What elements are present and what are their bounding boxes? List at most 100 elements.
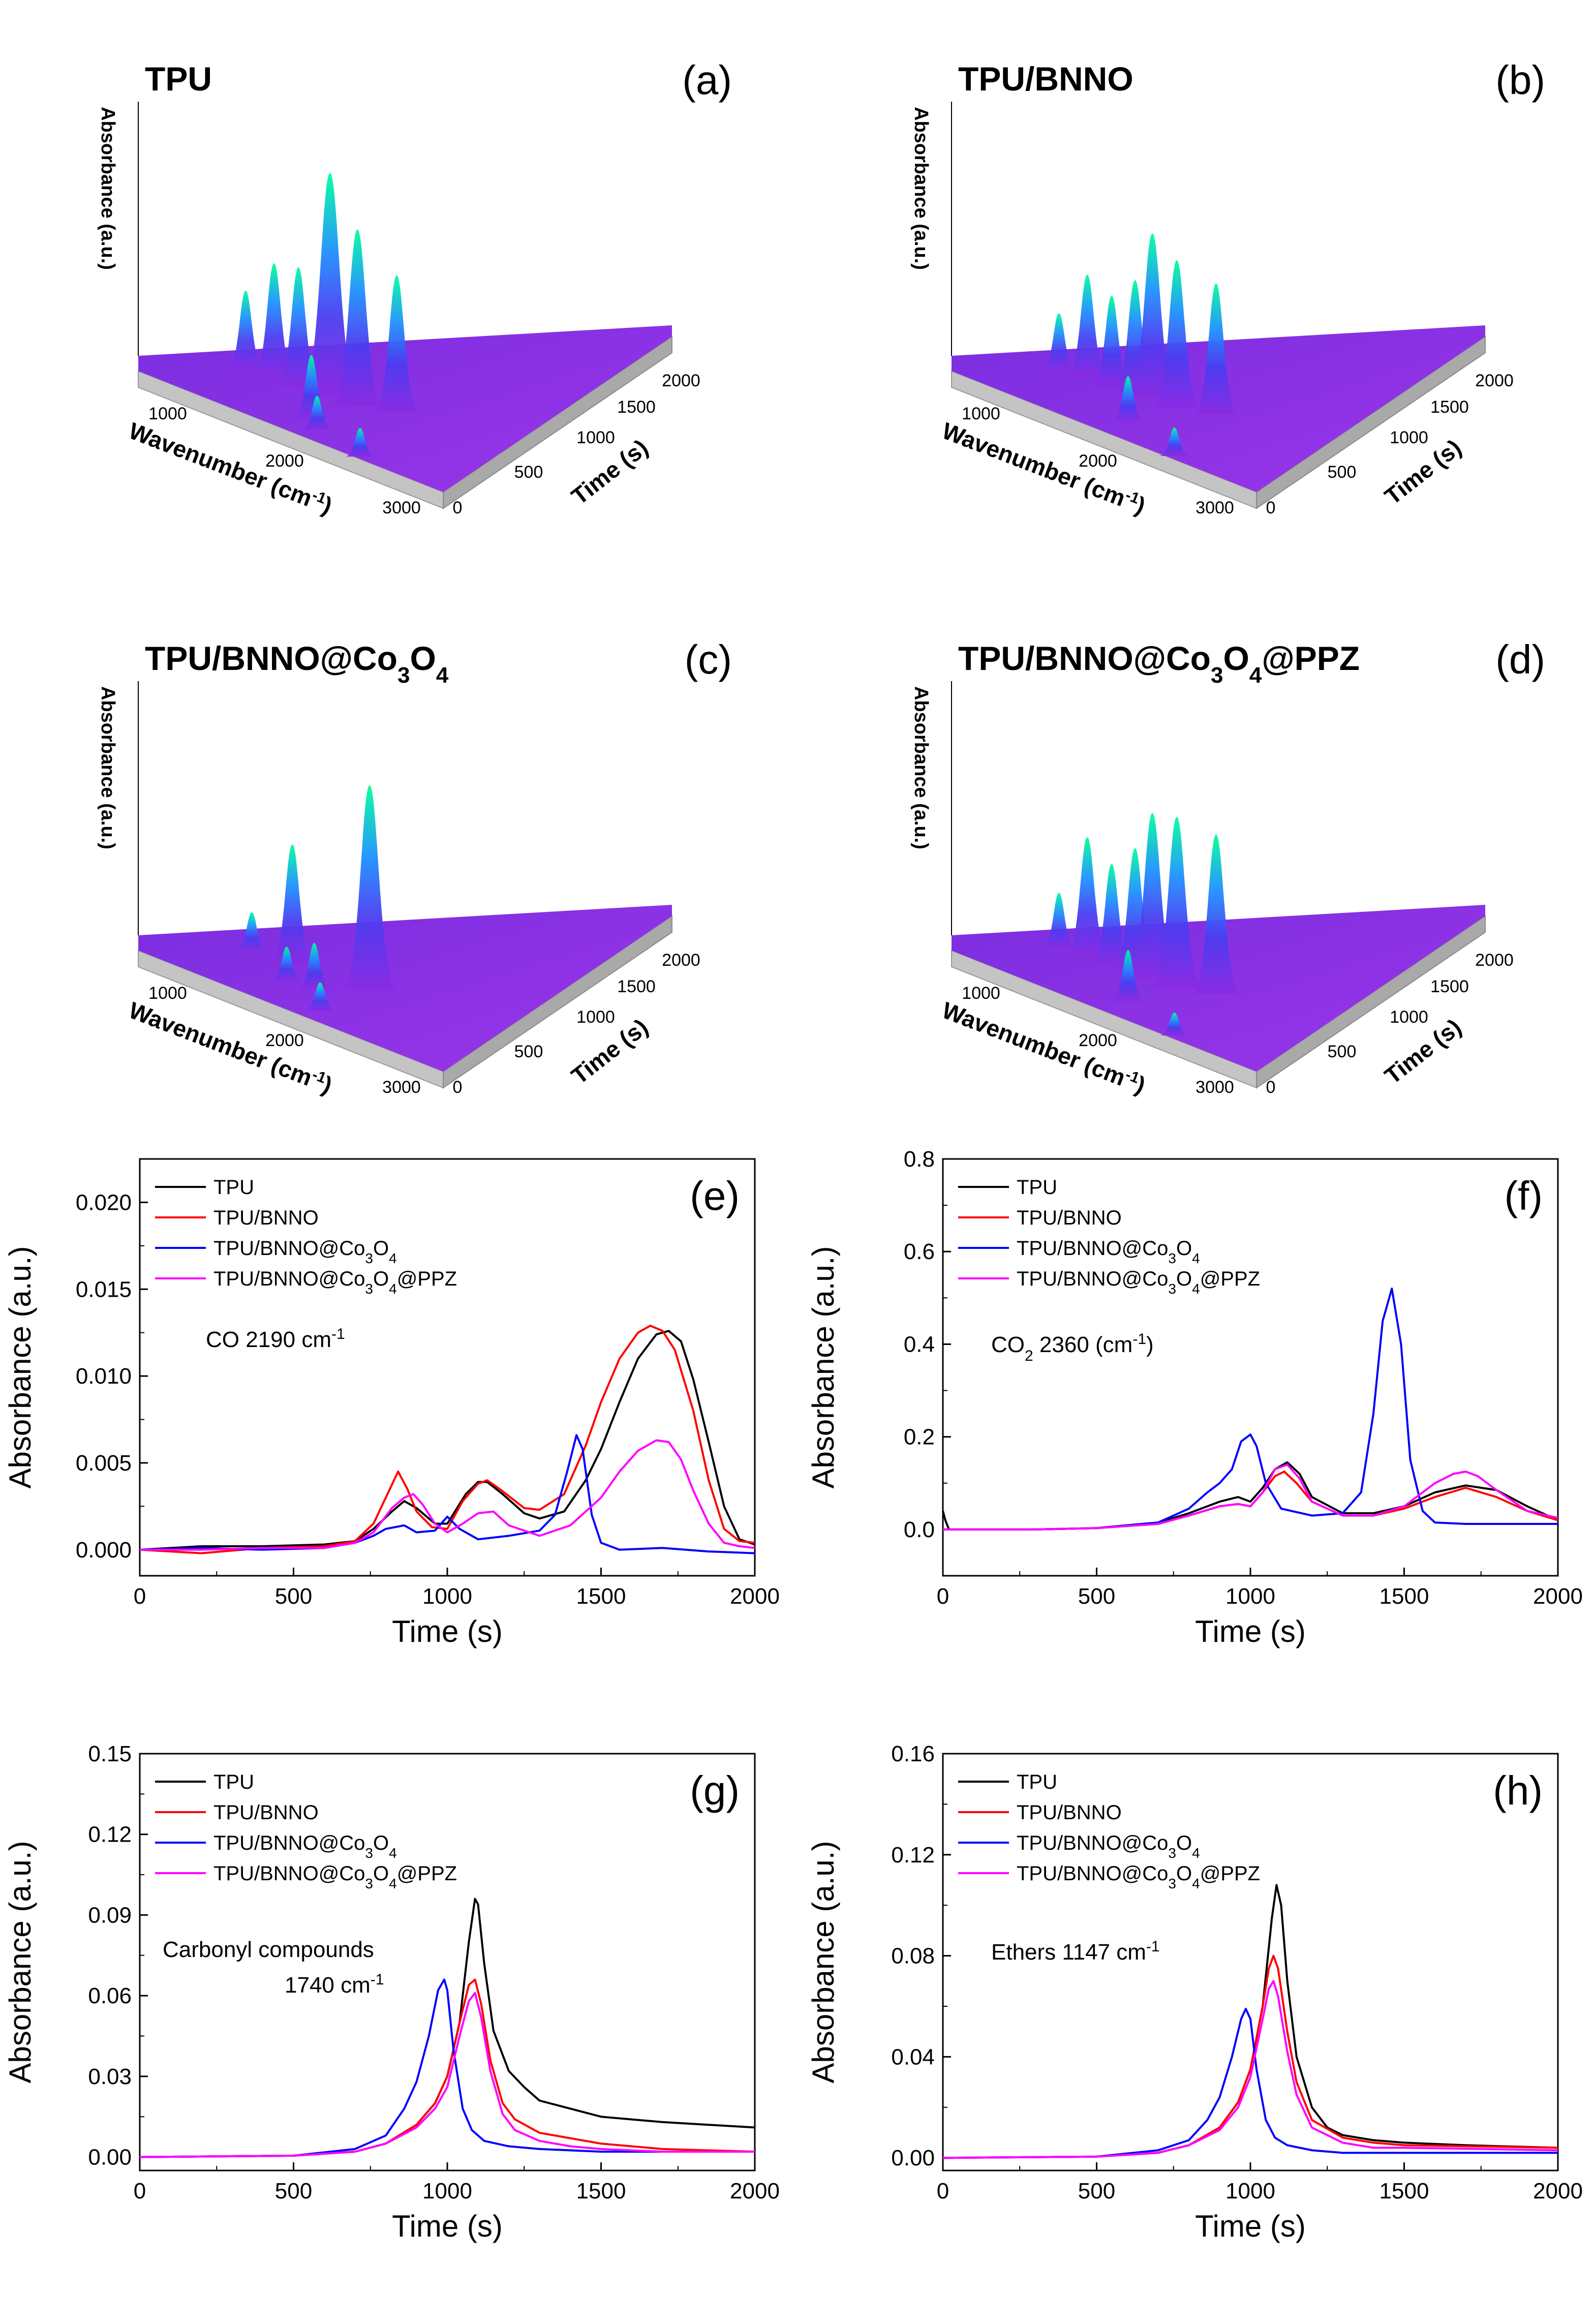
x-tick-label: 1000: [1225, 2179, 1275, 2204]
y-tick-label: 0.010: [76, 1364, 132, 1389]
legend-entry: TPU/BNNO@Co3O4@PPZ: [213, 1268, 457, 1297]
wavenumber-tick-label: 2000: [1079, 451, 1117, 471]
panel-title: TPU: [145, 60, 212, 98]
time-tick-label: 2000: [1475, 371, 1514, 390]
surface-peak: [1151, 817, 1203, 988]
surface-peak: [301, 395, 333, 431]
series-line-tpu-bnno-co3o4: [942, 2007, 1558, 2159]
time-tick-label: 0: [453, 498, 463, 517]
panel-letter: (a): [682, 57, 732, 103]
panel-letter: (c): [685, 637, 732, 682]
x-tick-label: 500: [1078, 2179, 1115, 2204]
chart-e: 0 500 1000 1500 2000 0.000 0.005 0.010 0.015 0.02…: [3, 1158, 780, 1648]
x-tick-label: 1000: [422, 2179, 472, 2204]
legend-entry: TPU: [213, 1771, 254, 1793]
x-tick-label: 0: [937, 1584, 949, 1609]
series-line-tpu-bnno-co3o4-ppz: [943, 1463, 1558, 1531]
time-tick-label: 500: [514, 1042, 543, 1061]
surface-peak: [331, 229, 384, 406]
surface-peak: [271, 946, 302, 981]
time-tick-label: 1000: [576, 1007, 615, 1027]
y-tick-label: 0.8: [904, 1147, 935, 1172]
time-tick-label: 1000: [1390, 1007, 1428, 1027]
surface-peak: [304, 982, 335, 1011]
x-tick-label: 0: [134, 1584, 146, 1609]
x-tick-label: 1500: [1380, 2179, 1429, 2204]
wavenumber-tick-label: 3000: [1196, 498, 1234, 517]
time-tick-label: 1000: [576, 428, 615, 447]
y-tick-label: 0.00: [891, 2146, 935, 2170]
legend-entry: TPU: [1017, 1771, 1057, 1793]
time-tick-label: 2000: [662, 371, 700, 390]
wavenumber-tick-label: 2000: [265, 1031, 304, 1050]
y-tick-label: 0.4: [904, 1332, 935, 1357]
surface-peak: [1191, 834, 1241, 994]
x-tick-label: 1500: [576, 1584, 626, 1609]
surface-peak: [235, 912, 268, 953]
time-tick-label: 1500: [617, 397, 656, 417]
x-tick-label: 0: [134, 2179, 146, 2204]
wavenumber-tick-label: 3000: [382, 498, 421, 517]
surface-peak: [1091, 864, 1132, 967]
surface-peak: [1065, 837, 1109, 957]
x-axis-label: Time (s): [392, 1614, 503, 1648]
surface-peak: [297, 942, 331, 989]
series-line-tpu-bnno-co3o4: [139, 1434, 755, 1554]
x-tick-label: 2000: [1533, 1584, 1583, 1609]
x-axis-label: Time (s): [1195, 2209, 1306, 2243]
legend-entry: TPU: [213, 1176, 254, 1199]
legend-entry: TPU: [1017, 1176, 1057, 1199]
legend-entry: TPU/BNNO@Co3O4: [1017, 1832, 1200, 1861]
time-tick-label: 500: [1328, 1042, 1357, 1061]
y-axis-label: Absorbance (a.u.): [806, 1841, 840, 2084]
panel-title: TPU/BNNO: [958, 60, 1133, 98]
y-axis-label: Absorbance (a.u.): [806, 1246, 840, 1489]
series-line-tpu-bnno-co3o4-ppz: [140, 1439, 755, 1551]
x-tick-label: 1500: [576, 2179, 626, 2204]
x-tick-label: 500: [275, 2179, 312, 2204]
legend-entry: TPU/BNNO@Co3O4: [213, 1237, 397, 1266]
series-line-tpu-bnno-co3o4-ppz: [139, 1992, 755, 2158]
series-line-tpu-bnno: [139, 1978, 755, 2158]
panel-letter: (d): [1495, 637, 1545, 682]
series-line-tpu-bnno-co3o4-ppz: [942, 1980, 1558, 2159]
time-tick-label: 0: [1266, 498, 1276, 517]
legend-entry: TPU/BNNO: [213, 1801, 319, 1824]
absorbance-axis-label: Absorbance (a.u.): [910, 107, 932, 270]
series-line-tpu: [139, 1330, 755, 1551]
x-axis-label: Time (s): [1195, 1614, 1306, 1648]
legend-entry: TPU/BNNO@Co3O4@PPZ: [1017, 1268, 1260, 1297]
y-tick-label: 0.015: [76, 1277, 132, 1302]
surface-peak: [277, 267, 320, 387]
y-tick-label: 0.6: [904, 1239, 935, 1264]
panel-title: TPU/BNNO@Co3O4@PPZ: [958, 639, 1360, 688]
y-tick-label: 0.000: [76, 1538, 132, 1563]
x-tick-label: 2000: [730, 1584, 780, 1609]
surface-peak: [1111, 950, 1145, 1001]
y-tick-label: 0.15: [88, 1741, 132, 1766]
time-tick-label: 1500: [1430, 977, 1469, 996]
wavenumber-tick-label: 1000: [962, 404, 1000, 423]
surface-peak: [1092, 295, 1131, 387]
surface-floor: [138, 905, 672, 1072]
panel-letter: (h): [1493, 1768, 1543, 1813]
wavenumber-tick-label: 3000: [382, 1078, 421, 1097]
legend-entry: TPU/BNNO: [1017, 1801, 1122, 1824]
wavenumber-tick-label: 1000: [148, 404, 187, 423]
time-tick-label: 500: [1328, 463, 1357, 482]
chart-h: 0 500 1000 1500 2000 0.00 0.04 0.08 0.12 0.16 Time…: [806, 1741, 1583, 2243]
absorbance-axis-label: Absorbance (a.u.): [97, 686, 118, 849]
x-tick-label: 0: [937, 2179, 949, 2204]
wavenumber-tick-label: 2000: [265, 451, 304, 471]
time-tick-label: 1500: [617, 977, 656, 996]
surface-peak: [301, 173, 359, 395]
x-tick-label: 1500: [1380, 1584, 1429, 1609]
annotation: CO 2190 cm-1: [206, 1326, 345, 1353]
series-line-tpu-bnno-co3o4: [943, 1288, 1558, 1531]
surface-peak: [374, 275, 420, 412]
y-tick-label: 0.00: [88, 2145, 132, 2170]
surface-peak: [1153, 260, 1201, 409]
y-tick-label: 0.16: [891, 1741, 935, 1766]
